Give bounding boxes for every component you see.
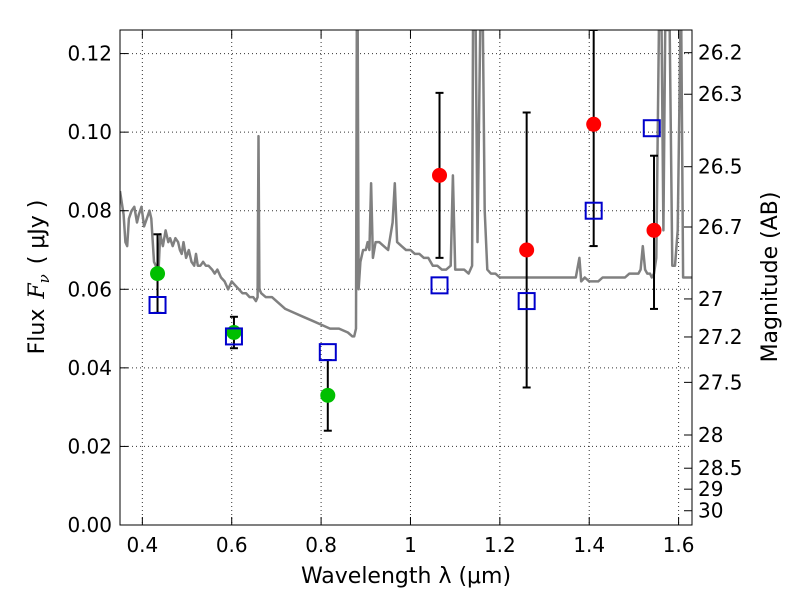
data-point xyxy=(226,325,242,340)
y2-tick-label: 27.5 xyxy=(698,370,743,394)
data-point xyxy=(586,116,602,132)
y2-tick-label: 26.7 xyxy=(698,215,743,239)
y2-tick-label: 29 xyxy=(698,477,723,501)
data-points xyxy=(148,116,662,403)
y2-tick-label: 30 xyxy=(698,499,723,523)
secondary-y-axis-label: Magnitude (AB) xyxy=(758,192,783,363)
y-axis-label-unit: ( μJy ) xyxy=(25,200,50,265)
data-point xyxy=(320,387,336,403)
x-tick-label: 1.6 xyxy=(663,533,695,557)
data-point xyxy=(150,266,166,282)
model-point xyxy=(224,327,243,346)
y2-tick-label: 28.5 xyxy=(698,456,743,480)
y-axis-label-subscript: ν xyxy=(35,274,53,283)
model-spectrum xyxy=(120,30,692,338)
y2-tick-label: 27.2 xyxy=(698,325,743,349)
model-point xyxy=(584,201,603,220)
y-tick-label: 0.02 xyxy=(67,434,112,458)
y-axis-label-symbol: F xyxy=(25,283,50,300)
data-point xyxy=(519,242,535,258)
y-tick-label: 0.06 xyxy=(67,277,112,301)
y-tick-label: 0.10 xyxy=(67,120,112,144)
model-point xyxy=(148,296,167,314)
model-point xyxy=(517,292,536,311)
x-tick-label: 0.8 xyxy=(305,533,337,557)
y-tick-label: 0.04 xyxy=(67,356,112,380)
model-point xyxy=(318,343,337,362)
x-tick-label: 0.6 xyxy=(216,533,248,557)
y2-tick-label: 27 xyxy=(698,287,723,311)
plot-frame xyxy=(119,29,693,526)
model-point xyxy=(430,276,449,295)
data-point xyxy=(646,222,662,238)
model-point xyxy=(642,119,661,138)
y-axis-label-text: Flux xyxy=(25,309,50,355)
axis-ticks: 0.4 0.6 0.8 1 1.2 1.4 1.6 0.00 0.02 0.04 0.06 0.08 0… xyxy=(67,30,743,557)
y-tick-label: 0.12 xyxy=(67,42,112,66)
y-tick-label: 0.00 xyxy=(67,513,112,537)
y2-tick-label: 26.3 xyxy=(698,82,743,106)
y2-tick-label: 26.2 xyxy=(698,41,743,65)
x-tick-label: 1.2 xyxy=(484,533,516,557)
x-tick-label: 0.4 xyxy=(126,533,158,557)
x-tick-label: 1 xyxy=(404,533,417,557)
y2-tick-label: 28 xyxy=(698,423,723,447)
x-tick-label: 1.4 xyxy=(573,533,605,557)
x-axis-label: Wavelength λ (μm) xyxy=(301,564,511,589)
y-tick-label: 0.08 xyxy=(67,199,112,223)
data-point xyxy=(432,167,448,183)
y-axis-label: Flux Fν ( μJy ) xyxy=(25,200,53,355)
y2-tick-label: 26.5 xyxy=(698,155,743,179)
error-bars xyxy=(153,30,659,432)
spectrum-line xyxy=(120,30,692,338)
